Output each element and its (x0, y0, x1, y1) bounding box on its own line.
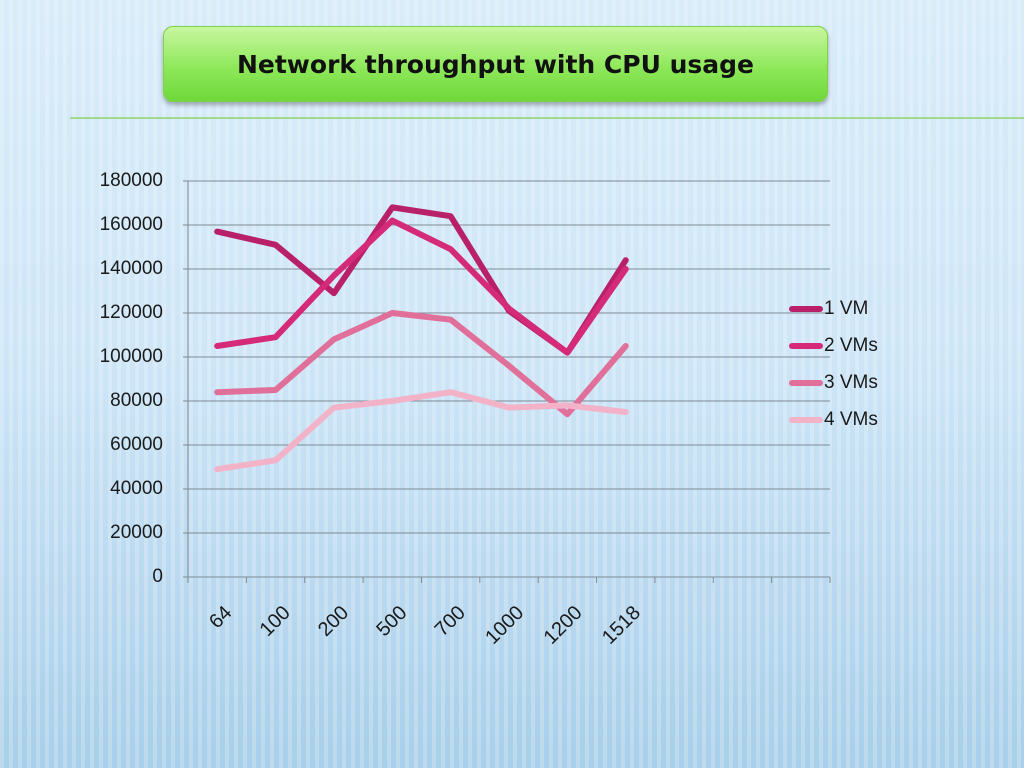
y-tick-label: 160000 (100, 214, 163, 235)
y-tick-label: 20000 (110, 522, 163, 543)
chart-title: Network throughput with CPU usage (163, 26, 828, 102)
x-tick-label: 200 (314, 602, 353, 641)
legend-label: 1 VM (824, 298, 868, 319)
y-tick-label: 60000 (110, 434, 163, 455)
legend-label: 3 VMs (824, 372, 878, 393)
x-tick-label: 1518 (598, 602, 645, 649)
y-tick-label: 40000 (110, 478, 163, 499)
y-tick-label: 120000 (100, 302, 163, 323)
x-tick-label: 700 (431, 602, 470, 641)
legend-label: 2 VMs (824, 335, 878, 356)
series-line (214, 217, 629, 356)
x-tick-label: 100 (256, 602, 295, 641)
series-line (214, 389, 629, 473)
x-tick-label: 500 (372, 602, 411, 641)
legend-label: 4 VMs (824, 409, 878, 430)
x-tick-label: 64 (205, 602, 236, 633)
y-tick-label: 0 (152, 566, 163, 587)
y-tick-label: 140000 (100, 258, 163, 279)
y-tick-label: 80000 (110, 390, 163, 411)
x-tick-label: 1000 (481, 602, 528, 649)
y-tick-label: 180000 (100, 170, 163, 191)
x-tick-label: 1200 (540, 602, 587, 649)
y-tick-label: 100000 (100, 346, 163, 367)
